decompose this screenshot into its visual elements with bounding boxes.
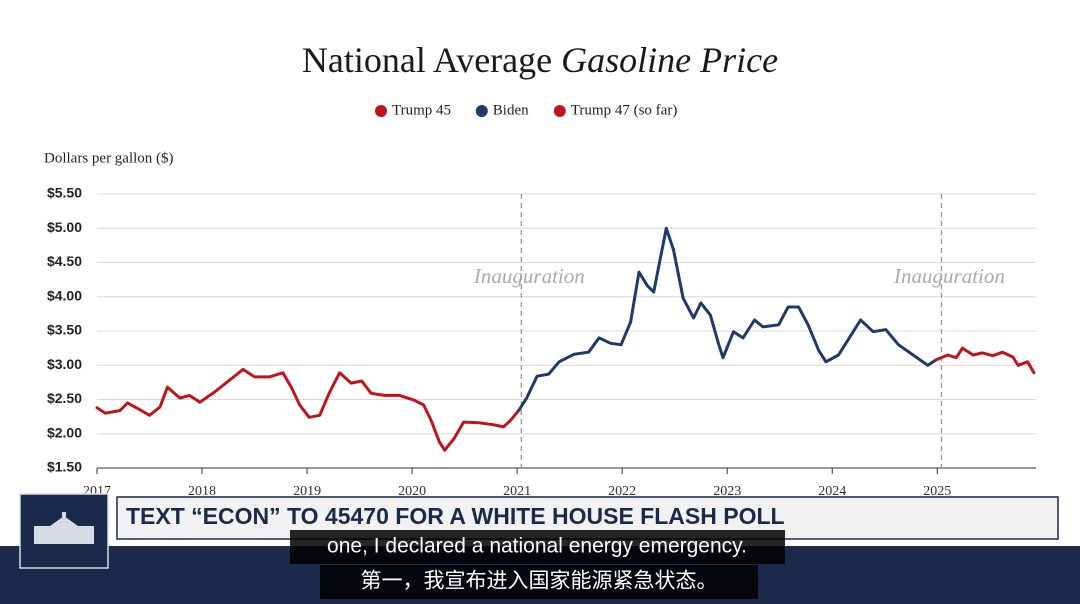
y-tick-label: $5.00	[47, 219, 82, 235]
annotation: Inauguration	[473, 264, 585, 288]
y-axis-label: Dollars per gallon ($)	[44, 150, 174, 166]
legend-swatch	[475, 105, 488, 117]
caption: one, I declared a national energy emerge…	[327, 535, 747, 558]
x-tick-label: 2022	[608, 484, 636, 499]
series-line	[934, 346, 1036, 375]
legend-label: Trump 45	[392, 102, 451, 118]
legend-label: Trump 47 (so far)	[571, 102, 678, 118]
legend-swatch	[375, 105, 387, 117]
caption-box	[320, 565, 758, 599]
caption: 第一，我宣布进入国家能源紧急状态。	[361, 570, 718, 593]
x-tick-label: 2021	[503, 484, 531, 499]
logo	[34, 512, 94, 544]
y-tick-label: $3.50	[47, 322, 82, 338]
series-line	[95, 367, 521, 452]
plot: $1.50 $2.00 $2.50 $3.00 $3.50 $4.00 $4.50 $5.00…	[47, 102, 1036, 499]
series-line	[517, 226, 938, 412]
x-tick-label: 2023	[713, 484, 741, 499]
overlay: TEXT “ECON” TO 45470 FOR A WHITE HOUSE F…	[0, 493, 1080, 604]
y-tick-label: $2.50	[47, 390, 82, 406]
chart-title: National Average Gasoline Price	[302, 40, 778, 80]
y-tick-label: $3.00	[47, 356, 82, 372]
y-tick-label: $4.00	[47, 287, 82, 303]
x-tick-label: 2024	[818, 484, 846, 499]
y-tick-label: $4.50	[47, 253, 82, 269]
x-tick-label: 2025	[923, 484, 951, 499]
x-tick-label: 2018	[188, 484, 216, 499]
y-tick-label: $5.50	[47, 185, 82, 201]
y-tick-label: $1.50	[47, 459, 82, 475]
annotation: Inauguration	[893, 264, 1005, 288]
x-tick-label: 2019	[293, 484, 321, 499]
banner-text: TEXT “ECON” TO 45470 FOR A WHITE HOUSE F…	[126, 503, 785, 529]
x-tick-label: 2020	[398, 484, 426, 499]
title-part: National Average	[302, 40, 552, 80]
caption-box	[290, 530, 785, 564]
title-part: Gasoline Price	[561, 40, 778, 80]
legend-swatch	[553, 105, 566, 117]
legend-label: Biden	[493, 102, 529, 118]
y-tick-label: $2.00	[47, 424, 82, 440]
